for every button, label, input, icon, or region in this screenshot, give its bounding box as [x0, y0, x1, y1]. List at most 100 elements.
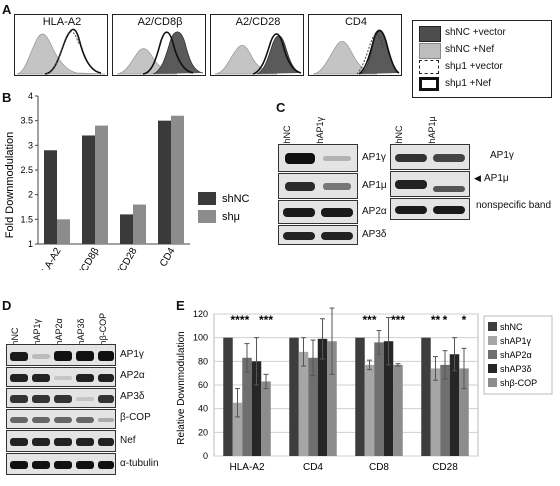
- y-tick-label: 2.5: [20, 165, 33, 175]
- bar: [261, 381, 271, 456]
- blot-label: AP1μ: [362, 180, 387, 191]
- panel-label-d: D: [2, 298, 12, 313]
- bar: [440, 364, 450, 456]
- bar: [120, 214, 133, 244]
- y-tick-label: 1.5: [20, 214, 33, 224]
- x-tick-label: A2/CD8β: [72, 246, 102, 270]
- legend-label: shμ: [222, 211, 240, 223]
- bar: [364, 364, 375, 456]
- legend-label: shAP2α: [500, 350, 532, 360]
- blot-strip: [6, 344, 116, 366]
- histogram-curves: [16, 28, 106, 75]
- bar: [374, 342, 384, 456]
- histogram-title: CD4: [344, 16, 367, 28]
- bar: [327, 341, 337, 456]
- legend-item: shμ1 +vector: [445, 61, 503, 72]
- significance-mark: ***: [230, 313, 244, 327]
- legend-item: shNC +vector: [445, 27, 506, 38]
- panel-label-e: E: [176, 298, 185, 313]
- relative-downmodulation-chart: Relative Downmodulation 0 20 40 60 80 100 120 H…: [176, 307, 553, 473]
- bar: [421, 337, 431, 456]
- x-tick-label: CD8: [369, 462, 389, 473]
- legend-item: shNC +Nef: [445, 44, 495, 55]
- bar: [459, 368, 469, 456]
- bar: [289, 337, 299, 456]
- y-tick-label: 1: [28, 239, 33, 249]
- blot-strip: [278, 173, 358, 199]
- y-tick-label: 80: [198, 356, 208, 366]
- histogram-hla-a2: HLA-A2: [14, 14, 108, 76]
- histogram-curves: [116, 31, 204, 75]
- blot-label: AP1γ: [362, 152, 386, 163]
- bar: [232, 402, 243, 456]
- blot-label: Nef: [120, 435, 136, 446]
- legend-swatch: [198, 192, 216, 205]
- legend-label: shAP3δ: [500, 364, 532, 374]
- histogram-title: A2/CD8β: [137, 16, 183, 28]
- y-tick-label: 20: [198, 427, 208, 437]
- blot-label: AP3δ: [362, 229, 387, 240]
- bar: [57, 219, 70, 244]
- blot-strip: [6, 430, 116, 452]
- histogram-curves: [214, 33, 302, 75]
- bar: [317, 338, 328, 456]
- y-tick-label: 2: [28, 190, 33, 200]
- bar: [242, 357, 252, 456]
- y-tick-label: 4: [28, 91, 33, 101]
- x-tick-label: CD28: [432, 462, 458, 473]
- bar: [383, 341, 394, 456]
- bar: [430, 368, 441, 456]
- blot-label: AP1μ: [484, 173, 509, 184]
- x-tick-label: HLA-A2: [37, 246, 64, 270]
- legend-swatch: [488, 336, 497, 345]
- legend-label: shNC: [500, 322, 523, 332]
- histogram-cd4: CD4: [308, 14, 402, 76]
- significance-mark: **: [431, 313, 441, 327]
- histogram-title: HLA-A2: [42, 16, 82, 28]
- blot-strip: [278, 144, 358, 172]
- arrow-icon: ◀: [474, 173, 481, 183]
- legend-swatch: [488, 364, 497, 373]
- bar: [44, 150, 57, 244]
- histogram-legend: shNC +vector shNC +Nef shμ1 +vector shμ1…: [412, 20, 552, 98]
- y-tick-label: 3: [28, 140, 33, 150]
- significance-mark: *: [462, 313, 467, 327]
- significance-mark: *: [245, 313, 250, 327]
- bar: [171, 115, 184, 244]
- bar: [393, 364, 403, 456]
- y-tick-label: 100: [193, 333, 208, 343]
- legend-label: shNC: [222, 193, 250, 205]
- blot-strip: [6, 409, 116, 429]
- blot-strip: [6, 388, 116, 408]
- blot-label: β-COP: [120, 412, 151, 423]
- blot-strip: [6, 453, 116, 475]
- bar: [133, 204, 146, 244]
- bar: [223, 337, 233, 456]
- x-tick-label: A2/CD28: [110, 246, 140, 270]
- chart-e-ylabel: Relative Downmodulation: [176, 331, 187, 444]
- histogram-title: A2/CD28: [235, 16, 281, 28]
- blot-label: AP3δ: [120, 391, 145, 402]
- legend-swatch: [488, 378, 497, 387]
- y-tick-label: 40: [198, 404, 208, 414]
- bar: [158, 120, 171, 244]
- bar: [355, 337, 365, 456]
- y-tick-label: 60: [198, 380, 208, 390]
- legend-swatch: [488, 322, 497, 331]
- significance-mark: ***: [362, 313, 376, 327]
- blot-strip: [278, 225, 358, 245]
- legend-label: shAP1γ: [500, 336, 532, 346]
- bar: [95, 125, 108, 244]
- significance-mark: ***: [259, 313, 273, 327]
- legend-label: shβ-COP: [500, 378, 537, 388]
- x-tick-label: CD4: [303, 462, 323, 473]
- bar: [308, 357, 318, 456]
- x-tick-label: CD4: [158, 246, 178, 269]
- blot-strip: [390, 171, 470, 197]
- x-tick-label: HLA-A2: [229, 462, 264, 473]
- panel-label-b: B: [2, 90, 12, 105]
- y-tick-label: 120: [193, 309, 208, 319]
- blot-label: AP2α: [120, 370, 145, 381]
- blot-label: AP2α: [362, 206, 387, 217]
- bar: [449, 354, 460, 456]
